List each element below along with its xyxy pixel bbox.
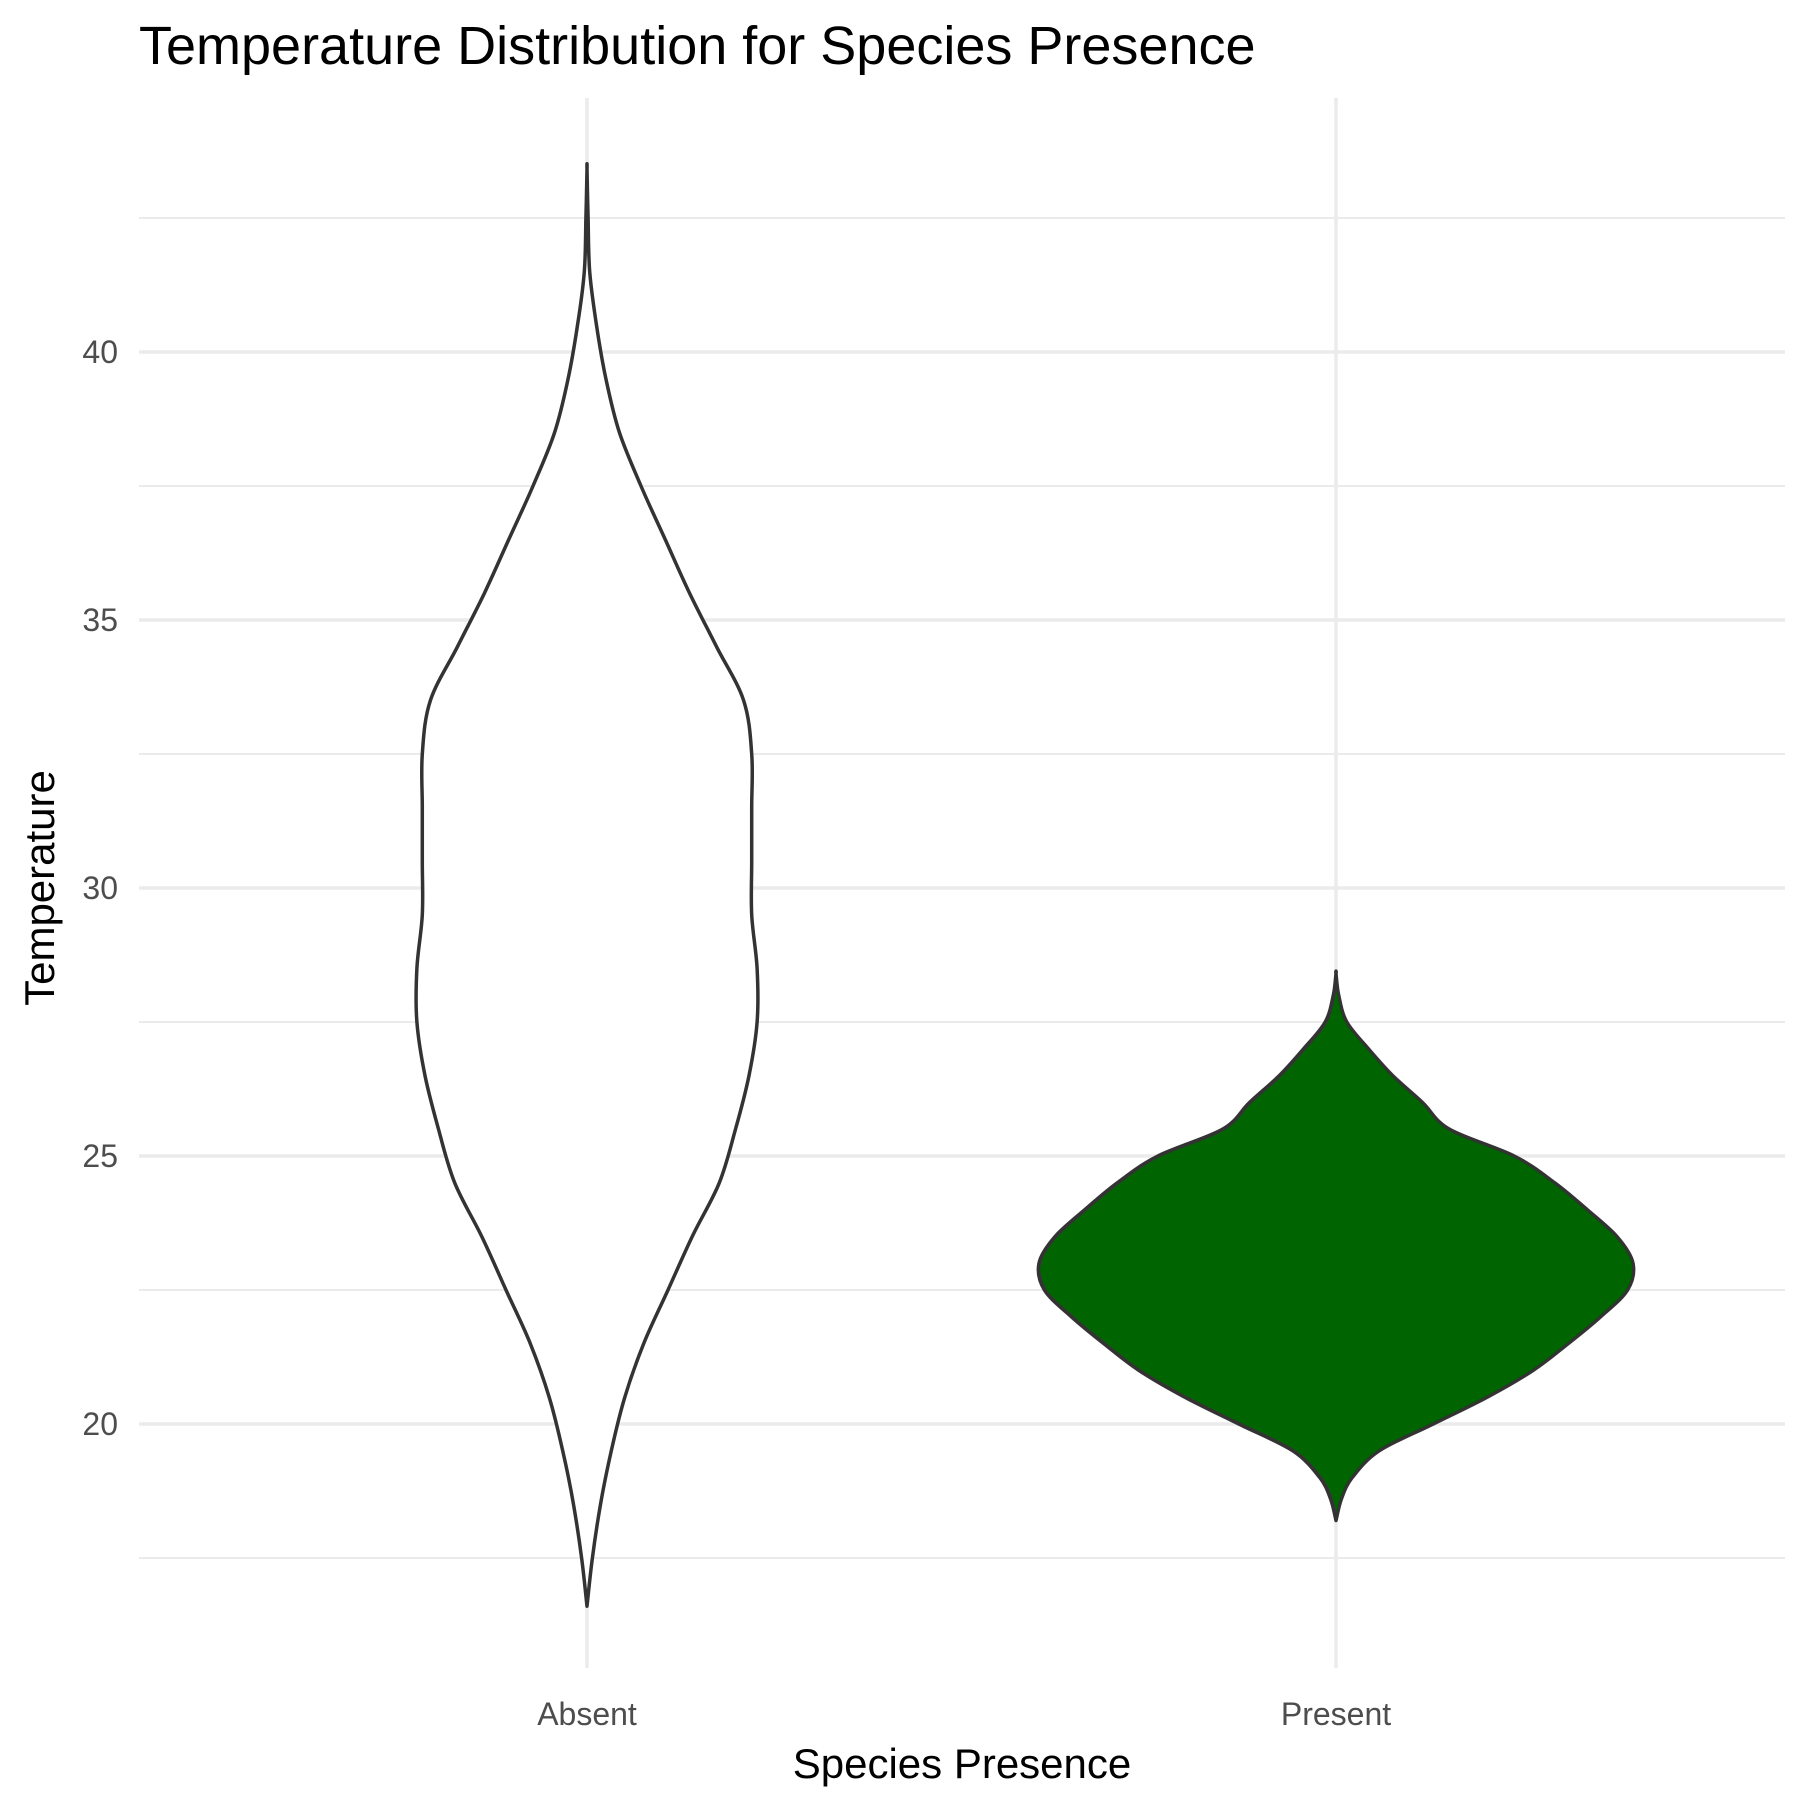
y-tick-labels: 20 25 30 35 40 — [82, 334, 118, 1442]
y-tick-label: 40 — [82, 334, 118, 370]
x-tick-label: Present — [1281, 1696, 1391, 1732]
y-tick-label: 20 — [82, 1406, 118, 1442]
violin-absent — [414, 161, 760, 1608]
x-tick-label: Absent — [537, 1696, 637, 1732]
x-tick-labels: Absent Present — [537, 1696, 1391, 1732]
violin-present — [1036, 969, 1636, 1523]
grid-lines — [139, 98, 1785, 1668]
y-tick-label: 25 — [82, 1138, 118, 1174]
y-tick-label: 35 — [82, 602, 118, 638]
violins — [414, 161, 1636, 1608]
chart-title: Temperature Distribution for Species Pre… — [139, 16, 1256, 76]
y-axis-title: Temperature — [16, 770, 63, 1006]
y-tick-label: 30 — [82, 870, 118, 906]
x-axis-title: Species Presence — [793, 1740, 1132, 1787]
